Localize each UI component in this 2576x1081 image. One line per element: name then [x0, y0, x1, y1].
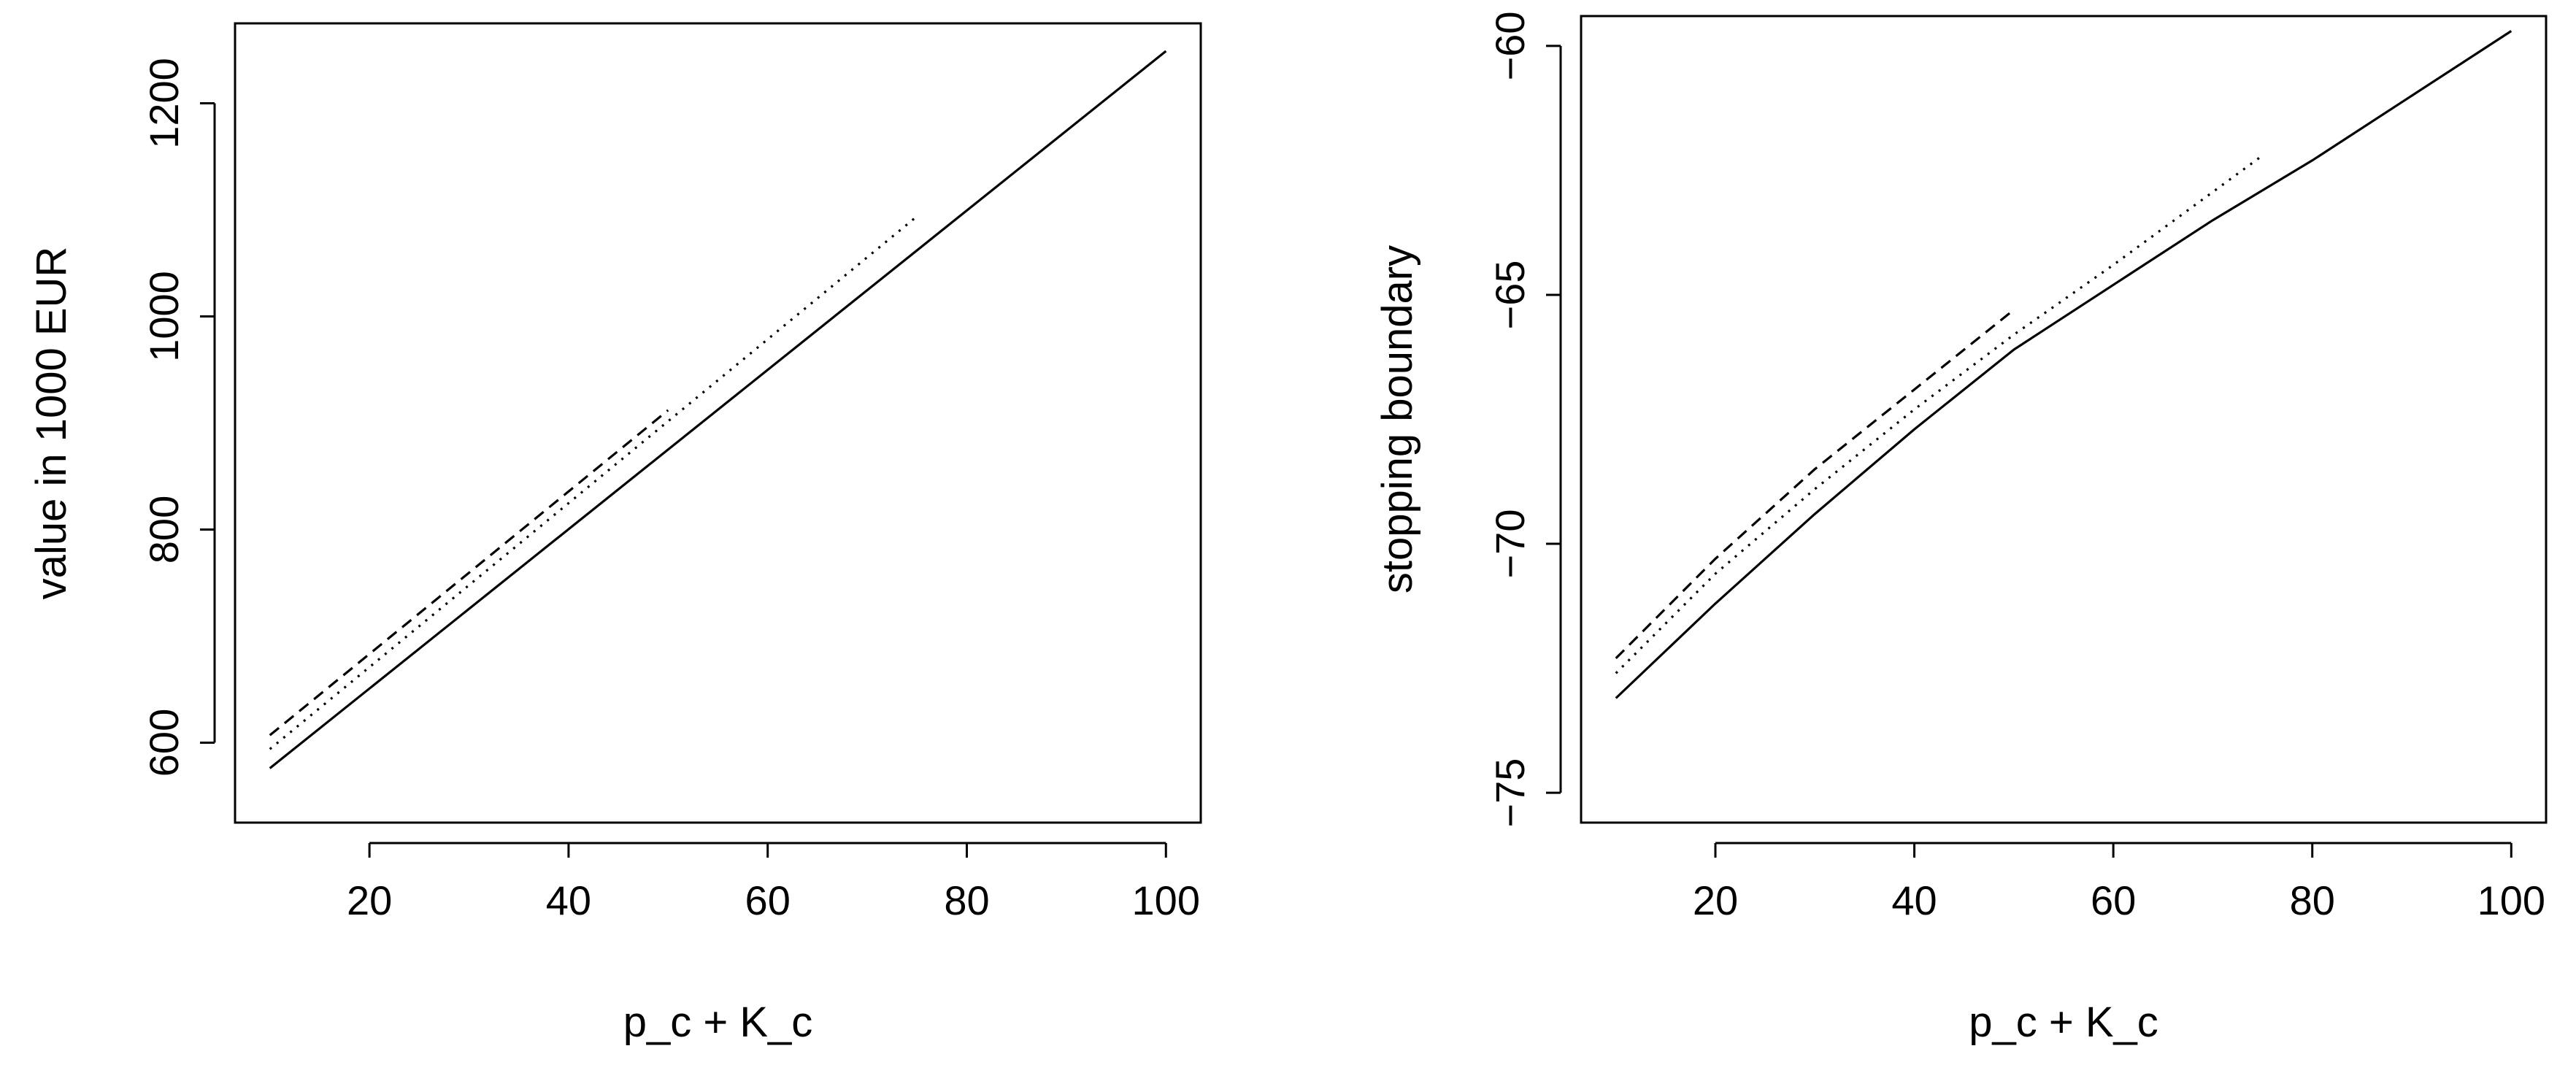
left-y-tick-label: 800	[141, 496, 187, 563]
left-x-tick-label: 80	[944, 877, 989, 923]
left-y-tick-label: 1000	[141, 271, 187, 362]
right-x-axis-title: p_c + K_c	[1969, 999, 2158, 1046]
right-x-tick-label: 40	[1891, 877, 1937, 923]
right-series-dotted	[1615, 154, 2264, 674]
left-y-tick-label: 600	[141, 709, 187, 777]
right-y-axis-title: stopping boundary	[1374, 245, 1421, 593]
left-y-axis-title: value in 1000 EUR	[28, 247, 75, 600]
left-y-tick-label: 1200	[141, 58, 187, 149]
left-x-tick-label: 60	[745, 877, 791, 923]
left-x-tick-label: 100	[1132, 877, 1200, 923]
right-y-tick-label: −65	[1487, 260, 1533, 329]
right-x-tick-label: 100	[2477, 877, 2545, 923]
right-x-tick-label: 80	[2290, 877, 2335, 923]
right-series-solid	[1615, 30, 2512, 699]
left-x-tick-label: 20	[347, 877, 392, 923]
right-y-tick-label: −60	[1487, 11, 1533, 80]
right-chart: 20 40 60 80 100 −75 −70 −65 −60 p_c + K_c stopping…	[1374, 11, 2548, 1046]
left-plot-frame	[234, 22, 1202, 824]
right-x-tick-label: 20	[1693, 877, 1738, 923]
left-x-tick-label: 40	[546, 877, 591, 923]
left-series-dashed	[269, 409, 669, 736]
right-x-tick-label: 60	[2091, 877, 2136, 923]
left-series-solid	[269, 50, 1167, 769]
left-series-dotted	[269, 215, 918, 750]
left-chart: 20 40 60 80 100 600 800 1000 1200 p_c + K_c value …	[28, 22, 1202, 1046]
right-series-dashed	[1615, 309, 2015, 660]
right-y-tick-label: −70	[1487, 509, 1533, 579]
right-plot-frame	[1580, 15, 2548, 824]
right-y-tick-label: −75	[1487, 758, 1533, 828]
left-x-axis-title: p_c + K_c	[623, 999, 813, 1046]
